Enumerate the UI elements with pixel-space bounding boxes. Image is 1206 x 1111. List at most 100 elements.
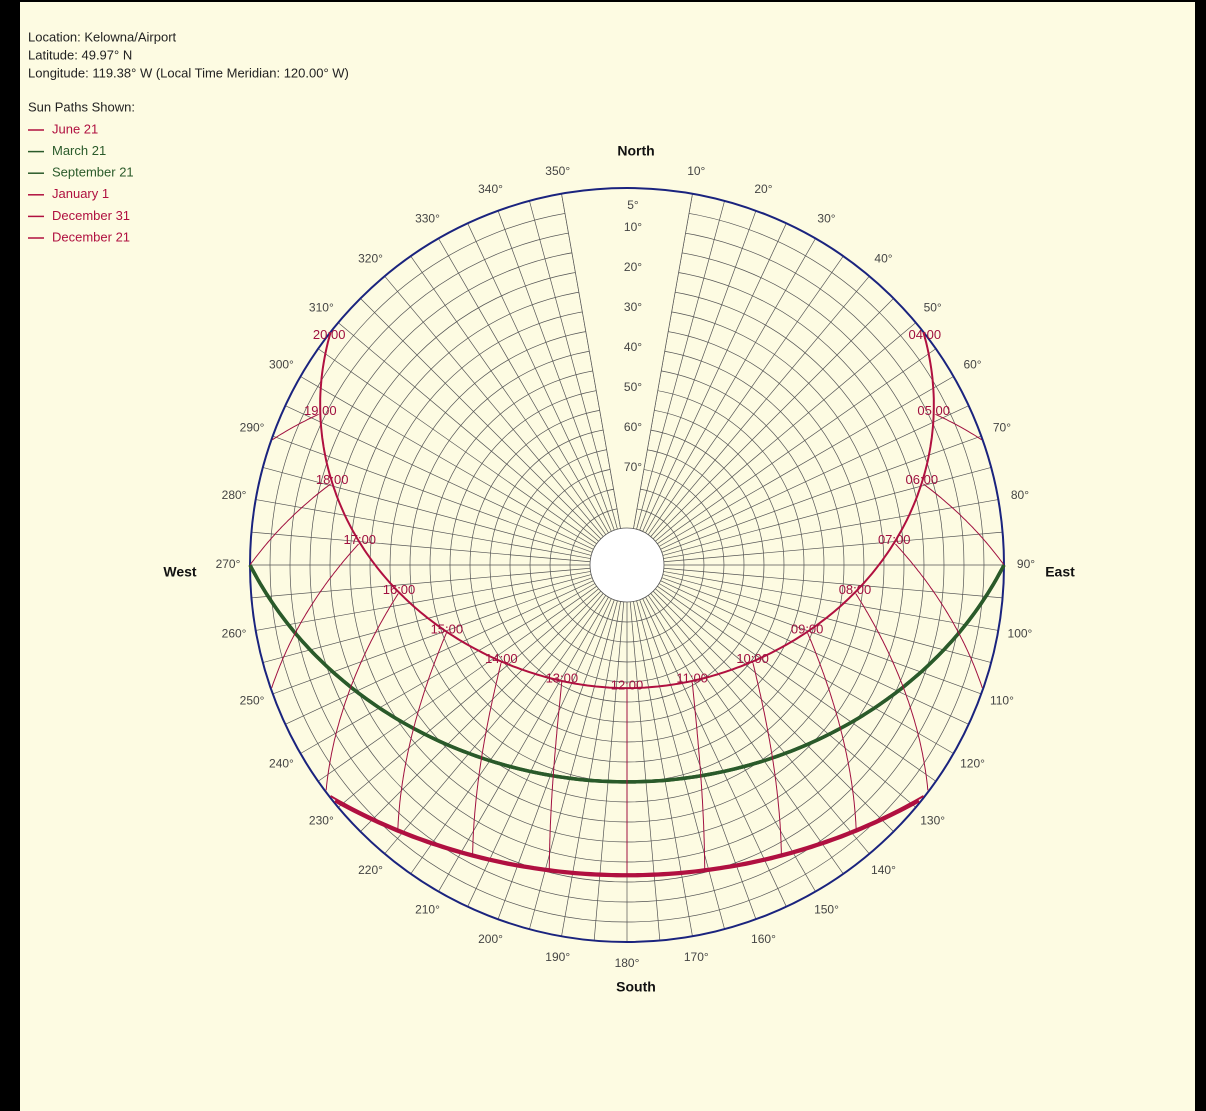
azimuth-line [650,275,870,537]
hour-line [249,483,331,565]
hour-label: 19:00 [304,403,337,418]
hour-line [923,483,1005,565]
sun-paths [248,331,1006,878]
azimuth-line [662,467,992,556]
azimuth-line [642,223,787,532]
azimuth-label: 180° [615,956,640,970]
azimuth-line [660,405,969,550]
azimuth-label: 110° [990,694,1014,708]
azimuth-line [639,210,757,531]
hour-line [895,543,983,689]
azimuth-label: 50° [924,301,942,315]
frame: Location: Kelowna/Airport Latitude: 49.9… [20,2,1195,1111]
hour-line [548,682,563,871]
hour-label: 08:00 [839,582,872,597]
altitude-label: 30° [624,300,642,314]
azimuth-label: 280° [222,488,247,502]
hour-label: 06:00 [906,472,939,487]
azimuth-line [410,595,607,875]
azimuth-label: 150° [814,903,839,917]
azimuth-line [529,600,618,930]
hour-line [691,682,706,871]
azimuth-label: 260° [222,626,247,640]
hour-label: 14:00 [485,651,518,666]
hour-label: 18:00 [316,472,349,487]
azimuth-line [285,580,594,725]
azimuth-line [255,499,591,559]
altitude-label: 50° [624,380,642,394]
azimuth-line [300,583,596,754]
azimuth-line [658,583,954,754]
azimuth-line [251,567,591,599]
altitude-label: 5° [627,198,639,212]
azimuth-line [660,580,969,725]
altitude-label: 70° [624,460,642,474]
azimuth-line [663,567,1003,599]
azimuth-line [657,585,937,782]
azimuth-label: 30° [817,212,835,226]
azimuth-label: 310° [309,301,334,315]
azimuth-line [337,588,599,808]
legend-label: December 31 [52,208,130,223]
hour-label: 07:00 [878,532,911,547]
legend-title: Sun Paths Shown: [28,99,135,114]
legend-label: September 21 [52,165,134,180]
azimuth-line [467,223,612,532]
azimuth-line [663,571,999,631]
azimuth-label: 320° [358,252,383,266]
altitude-label: 20° [624,260,642,274]
azimuth-label: 250° [240,694,265,708]
azimuth-line [561,601,621,937]
azimuth-label: 70° [993,421,1011,435]
azimuth-label: 220° [358,863,383,877]
legend-label: January 1 [52,186,109,201]
azimuth-line [300,376,596,547]
azimuth-label: 100° [1008,626,1033,640]
azimuth-label: 340° [478,182,503,196]
labels: 04:00 05:00 06:00 07:00 08:00 09:00 10:00 11:00… [216,164,1036,970]
azimuth-line [438,596,609,892]
hour-label: 20:00 [313,327,346,342]
azimuth-line [410,255,607,535]
azimuth-label: 230° [309,814,334,828]
azimuth-label: 210° [415,903,440,917]
azimuth-line [636,600,725,930]
azimuth-label: 120° [960,757,985,771]
azimuth-line [657,348,937,545]
azimuth-line [658,376,954,547]
azimuth-line [262,467,592,556]
azimuth-label: 20° [754,182,772,196]
azimuth-label: 170° [684,950,709,964]
azimuth-line [272,577,593,695]
hour-line [397,633,447,832]
hour-line [271,543,359,689]
azimuth-line [642,598,787,907]
azimuth-label: 10° [687,164,705,178]
azimuth-label: 290° [240,421,265,435]
azimuth-line [647,595,844,875]
azimuth-label: 200° [478,932,503,946]
azimuth-line [467,598,612,907]
azimuth-line [317,348,597,545]
west-label: West [163,564,197,580]
sun-path [319,331,935,690]
hour-line [855,593,929,791]
azimuth-line [645,238,816,534]
azimuth-label: 330° [415,212,440,226]
azimuth-line [636,200,725,530]
hour-label: 10:00 [736,651,769,666]
altitude-label: 60° [624,420,642,434]
azimuth-label: 270° [216,557,241,571]
azimuth-line [285,405,594,550]
north-label: North [617,143,654,159]
azimuth-line [655,588,917,808]
azimuth-label: 60° [963,358,981,372]
azimuth-label: 240° [269,757,294,771]
azimuth-line [661,577,982,695]
azimuth-line [317,585,597,782]
east-label: East [1045,564,1075,580]
azimuth-line [593,601,625,941]
azimuth-label: 300° [269,358,294,372]
hour-label: 09:00 [791,621,824,636]
